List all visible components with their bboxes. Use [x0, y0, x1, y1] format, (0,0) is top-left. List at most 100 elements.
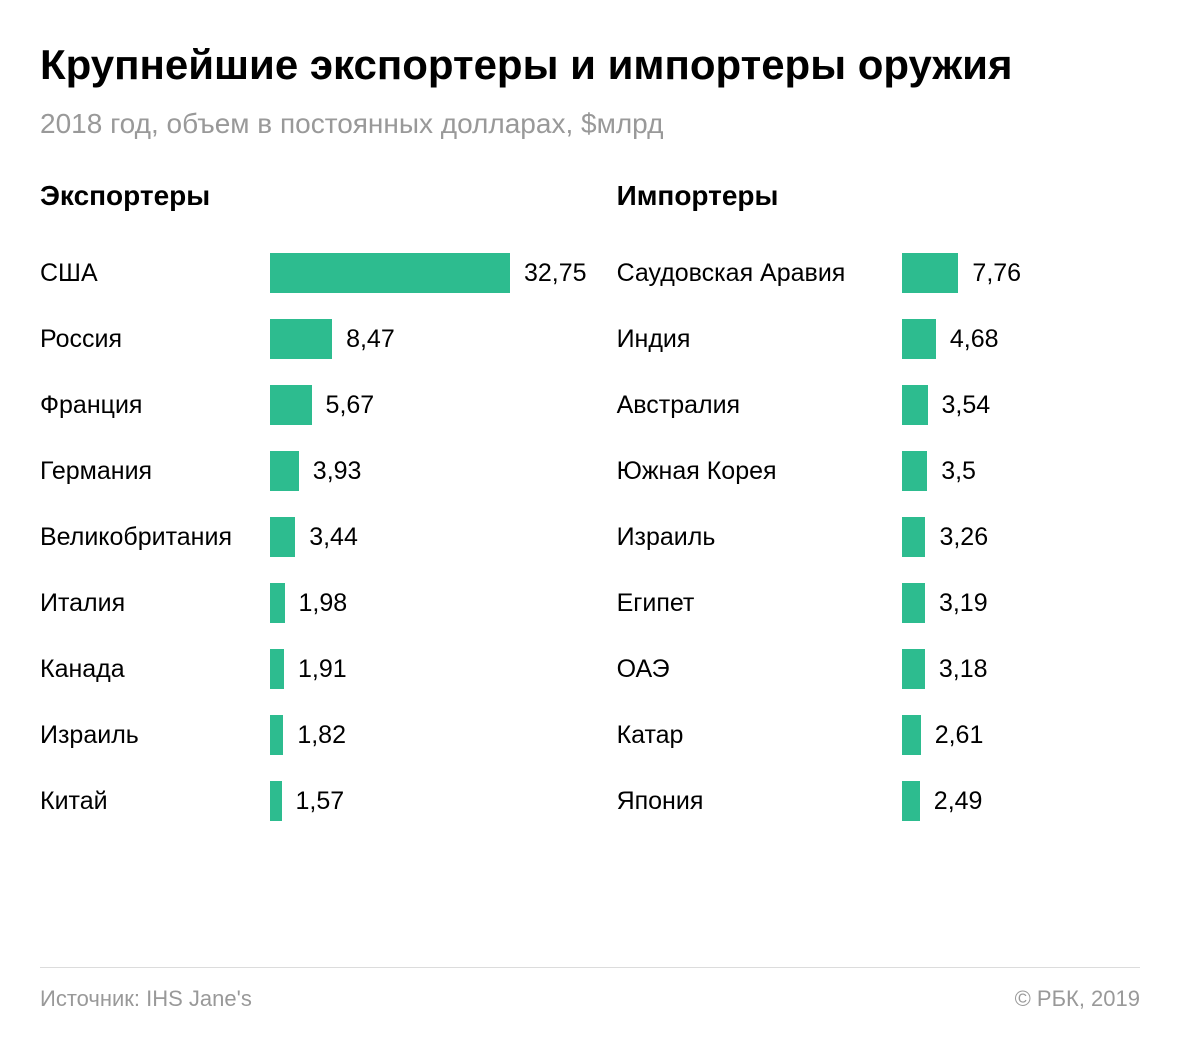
bar — [902, 385, 928, 425]
value-label: 7,76 — [972, 259, 1021, 288]
country-label: Южная Корея — [617, 457, 902, 486]
chart-row: Катар 2,61 — [617, 704, 1140, 766]
chart-row: Индия 4,68 — [617, 308, 1140, 370]
country-label: Саудовская Аравия — [617, 259, 902, 288]
bar-wrap: 3,26 — [902, 517, 1140, 557]
chart-row: Саудовская Аравия 7,76 — [617, 242, 1140, 304]
bar-wrap: 4,68 — [902, 319, 1140, 359]
value-label: 3,44 — [309, 523, 358, 552]
chart-row: Австралия 3,54 — [617, 374, 1140, 436]
bar — [270, 715, 283, 755]
bar — [270, 583, 285, 623]
value-label: 3,19 — [939, 589, 988, 618]
bar-wrap: 3,19 — [902, 583, 1140, 623]
value-label: 2,49 — [934, 787, 983, 816]
country-label: Китай — [40, 787, 270, 816]
chart-row: Египет 3,19 — [617, 572, 1140, 634]
value-label: 2,61 — [935, 721, 984, 750]
charts-container: Экспортеры США 32,75 Россия 8,47 Франция 5,67… — [40, 180, 1140, 836]
chart-row: Израиль 1,82 — [40, 704, 587, 766]
country-label: Израиль — [40, 721, 270, 750]
bar — [902, 715, 921, 755]
country-label: Великобритания — [40, 523, 270, 552]
value-label: 4,68 — [950, 325, 999, 354]
importers-rows: Саудовская Аравия 7,76 Индия 4,68 Австралия 3… — [617, 242, 1140, 832]
chart-row: Южная Корея 3,5 — [617, 440, 1140, 502]
bar — [902, 649, 925, 689]
country-label: Франция — [40, 391, 270, 420]
country-label: Израиль — [617, 523, 902, 552]
value-label: 1,91 — [298, 655, 347, 684]
bar — [270, 517, 295, 557]
bar — [902, 451, 928, 491]
bar-wrap: 2,61 — [902, 715, 1140, 755]
bar-wrap: 1,82 — [270, 715, 587, 755]
bar-wrap: 3,54 — [902, 385, 1140, 425]
footer-copyright: © РБК, 2019 — [1015, 986, 1140, 1012]
chart-footer: Источник: IHS Jane's © РБК, 2019 — [40, 967, 1140, 1012]
bar-wrap: 3,5 — [902, 451, 1140, 491]
bar — [270, 781, 282, 821]
bar-wrap: 1,91 — [270, 649, 587, 689]
country-label: Италия — [40, 589, 270, 618]
bar — [902, 781, 920, 821]
bar-wrap: 5,67 — [270, 385, 587, 425]
country-label: Австралия — [617, 391, 902, 420]
bar — [270, 385, 312, 425]
bar-wrap: 1,98 — [270, 583, 587, 623]
country-label: США — [40, 259, 270, 288]
chart-row: США 32,75 — [40, 242, 587, 304]
value-label: 32,75 — [524, 259, 587, 288]
country-label: Германия — [40, 457, 270, 486]
exporters-column: Экспортеры США 32,75 Россия 8,47 Франция 5,67… — [40, 180, 587, 836]
chart-title: Крупнейшие экспортеры и импортеры оружия — [40, 40, 1140, 90]
footer-source: Источник: IHS Jane's — [40, 986, 252, 1012]
value-label: 3,18 — [939, 655, 988, 684]
value-label: 1,82 — [297, 721, 346, 750]
importers-header: Импортеры — [617, 180, 1140, 212]
country-label: Канада — [40, 655, 270, 684]
country-label: Египет — [617, 589, 902, 618]
chart-row: Великобритания 3,44 — [40, 506, 587, 568]
chart-row: Канада 1,91 — [40, 638, 587, 700]
bar — [270, 649, 284, 689]
exporters-rows: США 32,75 Россия 8,47 Франция 5,67 Германия 3,9… — [40, 242, 587, 832]
country-label: Япония — [617, 787, 902, 816]
value-label: 3,5 — [941, 457, 976, 486]
bar-wrap: 3,44 — [270, 517, 587, 557]
importers-column: Импортеры Саудовская Аравия 7,76 Индия 4,68… — [617, 180, 1140, 836]
chart-row: Китай 1,57 — [40, 770, 587, 832]
chart-row: Израиль 3,26 — [617, 506, 1140, 568]
value-label: 3,54 — [942, 391, 991, 420]
chart-row: Россия 8,47 — [40, 308, 587, 370]
chart-row: Германия 3,93 — [40, 440, 587, 502]
country-label: Индия — [617, 325, 902, 354]
value-label: 3,26 — [939, 523, 988, 552]
bar-wrap: 3,18 — [902, 649, 1140, 689]
bar-wrap: 32,75 — [270, 253, 587, 293]
value-label: 1,57 — [296, 787, 345, 816]
value-label: 5,67 — [326, 391, 375, 420]
bar — [902, 319, 936, 359]
bar-wrap: 1,57 — [270, 781, 587, 821]
bar — [270, 451, 299, 491]
chart-row: Япония 2,49 — [617, 770, 1140, 832]
country-label: Катар — [617, 721, 902, 750]
value-label: 3,93 — [313, 457, 362, 486]
country-label: Россия — [40, 325, 270, 354]
bar — [902, 583, 925, 623]
bar — [902, 517, 926, 557]
bar-wrap: 3,93 — [270, 451, 587, 491]
chart-subtitle: 2018 год, объем в постоянных долларах, $… — [40, 108, 1140, 140]
chart-row: ОАЭ 3,18 — [617, 638, 1140, 700]
country-label: ОАЭ — [617, 655, 902, 684]
chart-row: Франция 5,67 — [40, 374, 587, 436]
bar — [902, 253, 959, 293]
exporters-header: Экспортеры — [40, 180, 587, 212]
chart-row: Италия 1,98 — [40, 572, 587, 634]
value-label: 8,47 — [346, 325, 395, 354]
bar-wrap: 2,49 — [902, 781, 1140, 821]
bar — [270, 253, 510, 293]
bar — [270, 319, 332, 359]
value-label: 1,98 — [299, 589, 348, 618]
